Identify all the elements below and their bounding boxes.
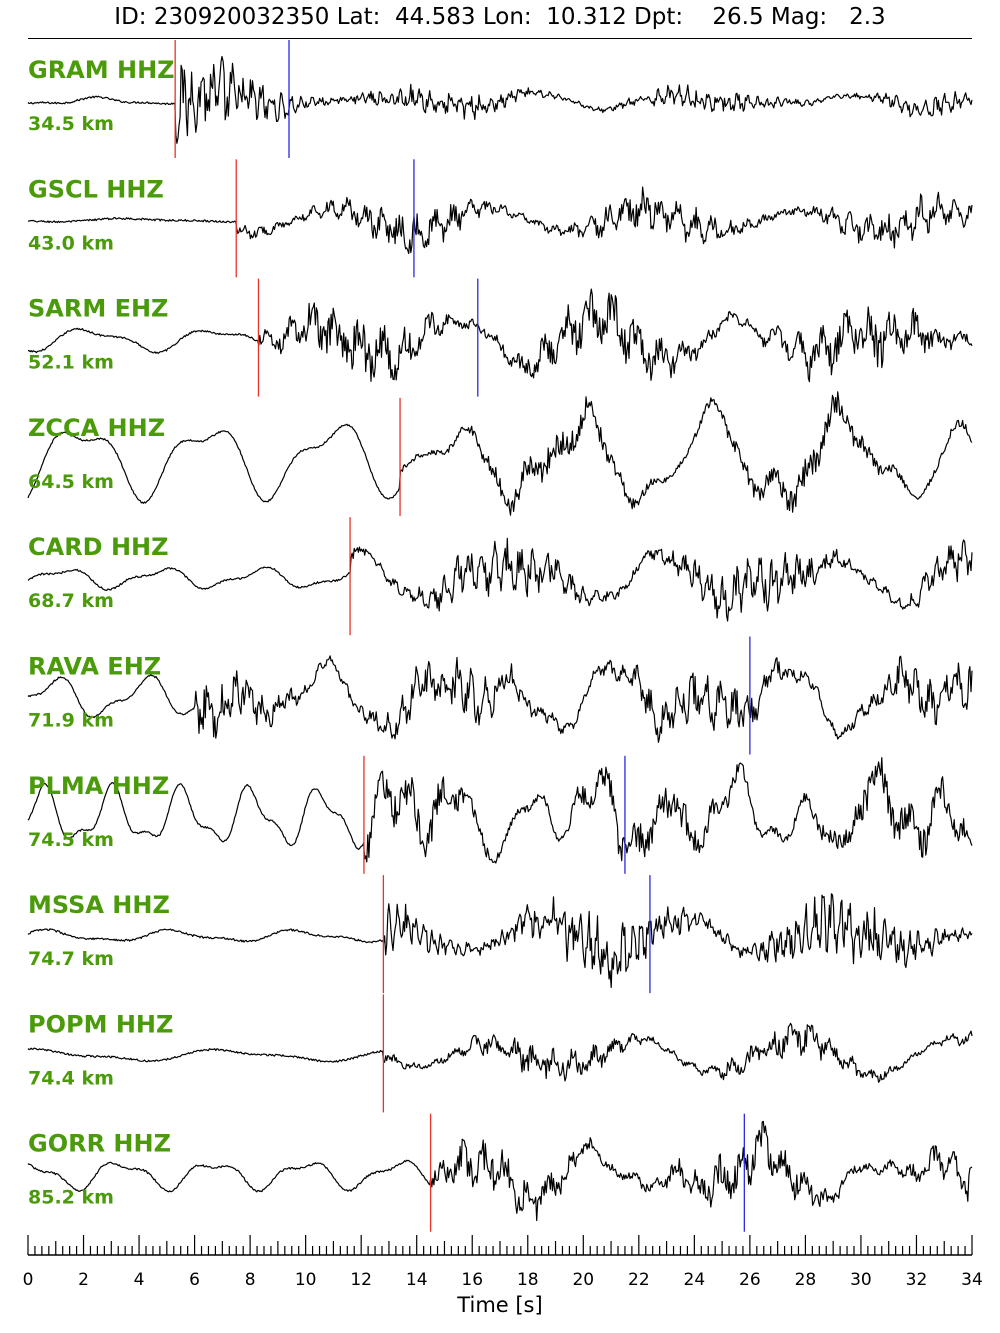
x-tick-label: 8 bbox=[245, 1270, 256, 1290]
x-tick-label: 12 bbox=[350, 1270, 372, 1290]
station-name: PLMA HHZ bbox=[28, 772, 169, 800]
station-name: SARM EHZ bbox=[28, 295, 168, 323]
station-row: GRAM HHZ 34.5 km bbox=[27, 40, 973, 158]
waveform-trace bbox=[27, 288, 973, 383]
x-tick-label: 22 bbox=[628, 1270, 650, 1290]
station-row: PLMA HHZ 74.5 km bbox=[27, 755, 973, 874]
station-row: ZCCA HHZ 64.5 km bbox=[27, 391, 973, 516]
station-name: CARD HHZ bbox=[28, 533, 169, 561]
station-name: ZCCA HHZ bbox=[28, 414, 165, 442]
station-row: RAVA EHZ 71.9 km bbox=[27, 636, 973, 755]
waveform-trace bbox=[27, 893, 973, 989]
station-distance: 52.1 km bbox=[28, 352, 114, 374]
station-row: CARD HHZ 68.7 km bbox=[27, 517, 973, 636]
station-distance: 85.2 km bbox=[28, 1187, 114, 1209]
station-distance: 74.4 km bbox=[28, 1067, 114, 1089]
waveform-trace bbox=[27, 391, 973, 516]
x-tick-label: 18 bbox=[517, 1270, 539, 1290]
station-row: SARM EHZ 52.1 km bbox=[27, 278, 973, 397]
x-tick-label: 10 bbox=[295, 1270, 317, 1290]
station-name: GSCL HHZ bbox=[28, 175, 164, 203]
station-name: GORR HHZ bbox=[28, 1130, 171, 1158]
station-distance: 74.5 km bbox=[28, 829, 114, 851]
x-tick-label: 34 bbox=[961, 1270, 983, 1290]
waveform-trace bbox=[27, 55, 973, 144]
x-tick-label: 16 bbox=[461, 1270, 483, 1290]
waveform-trace bbox=[27, 1022, 973, 1083]
station-row: GORR HHZ 85.2 km bbox=[27, 1113, 973, 1232]
x-tick-label: 6 bbox=[189, 1270, 200, 1290]
x-tick-label: 2 bbox=[78, 1270, 89, 1290]
station-row: POPM HHZ 74.4 km bbox=[27, 994, 973, 1113]
station-distance: 68.7 km bbox=[28, 590, 114, 612]
x-tick-label: 20 bbox=[572, 1270, 594, 1290]
station-distance: 64.5 km bbox=[28, 471, 114, 493]
event-header: ID: 230920032350 Lat: 44.583 Lon: 10.312… bbox=[114, 4, 886, 30]
x-tick-label: 30 bbox=[850, 1270, 872, 1290]
x-tick-label: 28 bbox=[795, 1270, 817, 1290]
waveform-trace bbox=[27, 655, 973, 743]
x-tick-label: 24 bbox=[684, 1270, 706, 1290]
x-tick-label: 26 bbox=[739, 1270, 761, 1290]
station-distance: 74.7 km bbox=[28, 948, 114, 970]
station-name: RAVA EHZ bbox=[28, 653, 161, 681]
x-tick-label: 4 bbox=[134, 1270, 145, 1290]
station-distance: 71.9 km bbox=[28, 710, 114, 732]
header-rule bbox=[28, 38, 972, 39]
x-axis-title: Time [s] bbox=[456, 1293, 542, 1317]
waveform-trace bbox=[27, 1120, 973, 1222]
station-name: GRAM HHZ bbox=[28, 56, 175, 84]
station-row: GSCL HHZ 43.0 km bbox=[27, 159, 973, 278]
waveform-trace bbox=[27, 186, 973, 255]
waveform-trace bbox=[27, 757, 973, 864]
station-name: POPM HHZ bbox=[28, 1010, 173, 1038]
waveform-trace bbox=[27, 537, 973, 622]
station-distance: 43.0 km bbox=[28, 232, 114, 254]
x-tick-label: 0 bbox=[23, 1270, 34, 1290]
station-distance: 34.5 km bbox=[28, 113, 114, 135]
x-tick-label: 32 bbox=[906, 1270, 928, 1290]
station-name: MSSA HHZ bbox=[28, 891, 170, 919]
station-traces: GRAM HHZ 34.5 km GSCL HHZ 43.0 km SARM EHZ 52… bbox=[27, 40, 973, 1232]
x-tick-label: 14 bbox=[406, 1270, 428, 1290]
station-row: MSSA HHZ 74.7 km bbox=[27, 875, 973, 994]
